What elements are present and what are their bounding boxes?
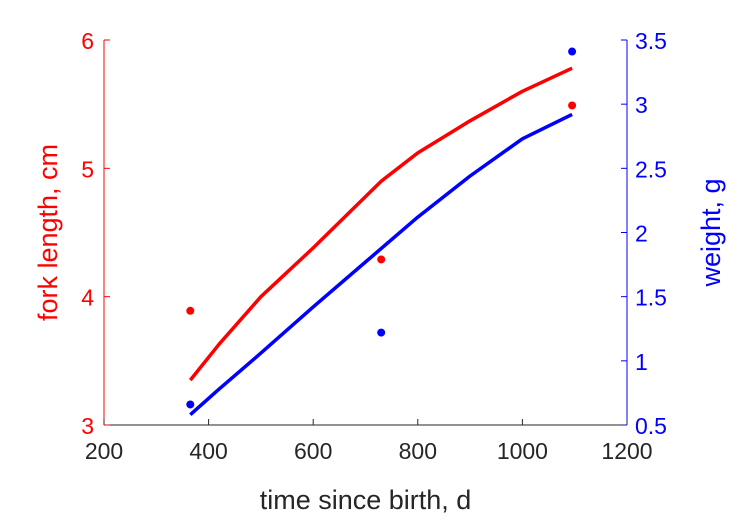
y-right-tick-label: 2: [635, 221, 648, 247]
x-tick-label: 600: [294, 438, 332, 464]
x-tick-label: 1200: [601, 438, 652, 464]
y-left-tick-label: 6: [81, 28, 94, 54]
y-right-axis-label: weight, g: [696, 178, 726, 287]
series-right-data-point: [186, 400, 195, 409]
y-right-tick-label: 0.5: [635, 413, 667, 439]
series-left-data-point: [568, 101, 577, 110]
y-right-tick-label: 1.5: [635, 285, 667, 311]
series-left-data-point: [377, 255, 386, 264]
x-tick-label: 1000: [497, 438, 548, 464]
y-left-tick-label: 4: [81, 285, 94, 311]
series-left-data-point: [186, 306, 195, 315]
y-left-axis-label: fork length, cm: [33, 144, 63, 321]
y-left-tick-label: 5: [81, 156, 94, 182]
series-right-data-point: [377, 328, 386, 337]
chart-marks: [186, 47, 577, 417]
series-left-fit-line: [188, 66, 573, 382]
x-ticks: 200 400 600 800 1000 1200: [85, 419, 653, 464]
series-right-data-point: [568, 47, 577, 56]
y-left-tick-label: 3: [81, 413, 94, 439]
y-right-tick-label: 1: [635, 349, 648, 375]
y-right-tick-label: 3.5: [635, 28, 667, 54]
series-right-fit-line: [189, 112, 573, 417]
x-tick-label: 200: [85, 438, 123, 464]
x-axis-label: time since birth, d: [260, 485, 472, 515]
y-right-tick-label: 2.5: [635, 156, 667, 182]
y-right-tick-label: 3: [635, 92, 648, 118]
x-tick-label: 800: [399, 438, 437, 464]
x-tick-label: 400: [189, 438, 227, 464]
y-left-ticks: 3 4 5 6: [81, 28, 110, 439]
y-right-ticks: 0.5 1 1.5 2 2.5 3 3.5: [621, 28, 667, 439]
